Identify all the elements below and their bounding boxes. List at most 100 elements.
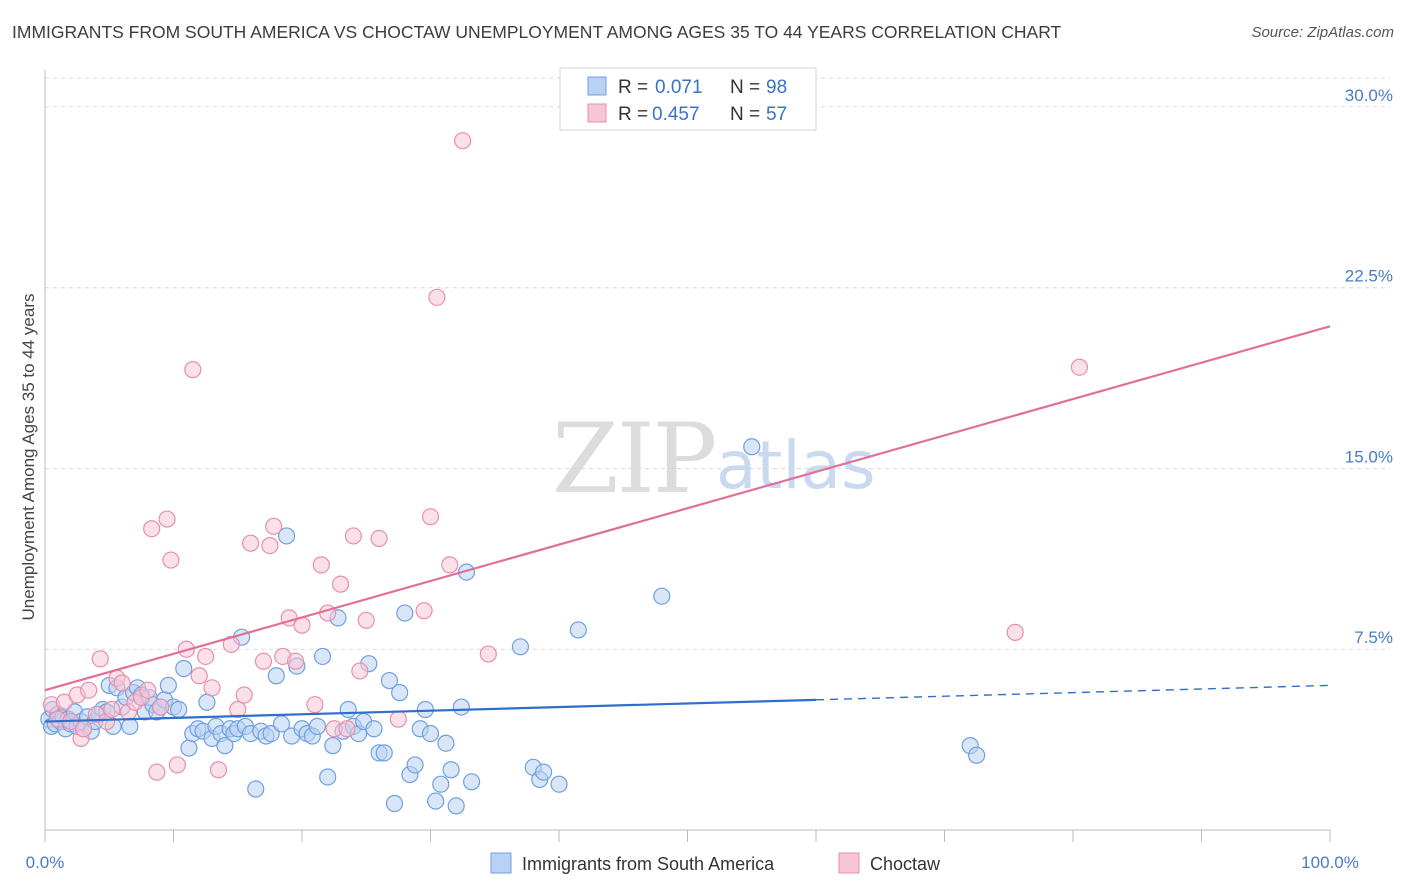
point-immigrants xyxy=(416,700,434,719)
y-axis-title: Unemployment Among Ages 35 to 44 years xyxy=(19,294,38,621)
point-immigrants xyxy=(216,737,234,755)
point-choctaw xyxy=(158,510,176,528)
y-tick-labels: 7.5% 15.0% 22.5% 30.0% xyxy=(1345,86,1393,647)
point-choctaw xyxy=(74,720,93,738)
point-choctaw xyxy=(254,652,273,670)
point-choctaw xyxy=(168,756,186,774)
chart-title: IMMIGRANTS FROM SOUTH AMERICA VS CHOCTAW… xyxy=(12,22,1062,42)
point-choctaw xyxy=(148,763,166,781)
point-choctaw xyxy=(351,662,369,680)
y-tick-label: 30.0% xyxy=(1345,86,1393,105)
point-immigrants xyxy=(308,717,327,735)
point-choctaw xyxy=(152,698,170,716)
point-choctaw xyxy=(229,700,247,719)
point-immigrants xyxy=(175,659,193,678)
point-immigrants xyxy=(180,739,198,757)
point-immigrants xyxy=(247,780,265,798)
trendlines xyxy=(44,325,1331,723)
source-label: Source: ZipAtlas.com xyxy=(1251,24,1394,41)
legend-n-label-2: N = xyxy=(730,104,760,125)
y-tick-label: 15.0% xyxy=(1345,447,1393,466)
point-immigrants xyxy=(277,527,296,545)
legend-swatch-blue xyxy=(587,76,607,96)
legend-r-label-1: R = xyxy=(618,77,648,98)
point-immigrants xyxy=(427,792,445,810)
point-choctaw xyxy=(80,681,98,699)
gridlines xyxy=(45,77,1390,650)
point-immigrants xyxy=(396,604,414,622)
point-immigrants xyxy=(432,775,450,793)
point-choctaw xyxy=(190,667,208,685)
point-choctaw xyxy=(441,556,459,574)
point-immigrants xyxy=(406,756,424,774)
point-immigrants xyxy=(313,647,332,666)
legend-swatch-pink xyxy=(587,103,607,123)
bottom-legend: Immigrants from South America Choctaw xyxy=(490,852,941,874)
trendline-choctaw xyxy=(44,325,1331,692)
y-tick-label: 22.5% xyxy=(1345,267,1393,286)
legend-r-label-2: R = xyxy=(618,104,648,125)
point-choctaw xyxy=(286,652,305,670)
legend-n-value-2: 57 xyxy=(766,104,787,125)
point-immigrants xyxy=(170,700,188,719)
point-immigrants xyxy=(365,720,383,738)
point-immigrants xyxy=(463,773,481,791)
legend-r-value-1: 0.071 xyxy=(655,77,703,98)
legend: R = 0.071 N = 98 R = 0.457 N = 57 xyxy=(559,67,817,131)
point-choctaw xyxy=(370,529,388,547)
trendline-immigrants-extension xyxy=(815,684,1331,701)
bottom-legend-label-immigrants: Immigrants from South America xyxy=(522,854,775,874)
point-choctaw xyxy=(113,674,131,692)
bottom-legend-swatch-choctaw xyxy=(838,852,860,874)
point-immigrants xyxy=(437,734,455,752)
legend-n-label-1: N = xyxy=(730,77,760,98)
bottom-legend-swatch-immigrants xyxy=(490,852,512,874)
point-choctaw xyxy=(242,534,260,552)
point-choctaw xyxy=(261,536,279,555)
point-immigrants xyxy=(550,775,568,793)
point-choctaw xyxy=(209,761,228,779)
point-choctaw xyxy=(139,681,157,699)
point-choctaw xyxy=(306,696,324,714)
point-choctaw xyxy=(331,575,350,593)
point-choctaw xyxy=(235,686,253,704)
point-immigrants xyxy=(324,737,342,755)
point-choctaw xyxy=(184,361,202,379)
point-choctaw xyxy=(357,611,375,629)
point-immigrants xyxy=(121,717,139,735)
point-immigrants xyxy=(968,746,986,764)
point-choctaw xyxy=(143,520,161,538)
point-immigrants xyxy=(391,684,409,702)
point-choctaw xyxy=(1070,358,1089,376)
point-immigrants xyxy=(653,587,671,605)
point-immigrants xyxy=(452,698,470,716)
series-choctaw-points xyxy=(42,132,1089,781)
point-immigrants xyxy=(743,438,761,456)
point-choctaw xyxy=(91,650,109,668)
point-choctaw xyxy=(103,700,121,719)
point-choctaw xyxy=(197,647,215,666)
point-choctaw xyxy=(1006,623,1024,641)
y-tick-label: 7.5% xyxy=(1354,628,1393,647)
bottom-legend-label-choctaw: Choctaw xyxy=(870,854,941,874)
point-choctaw xyxy=(338,720,356,738)
x-tick-label-min: 0.0% xyxy=(26,853,65,872)
point-choctaw xyxy=(421,508,440,526)
point-choctaw xyxy=(162,551,180,569)
point-choctaw xyxy=(479,645,497,663)
point-immigrants xyxy=(339,700,357,719)
point-choctaw xyxy=(428,288,446,306)
point-immigrants xyxy=(319,768,337,786)
x-ticks xyxy=(44,830,1331,842)
point-immigrants xyxy=(534,763,553,781)
point-choctaw xyxy=(265,517,283,535)
watermark-atlas: atlas xyxy=(716,427,876,504)
watermark-zip: ZIP xyxy=(552,403,715,515)
trendline-immigrants xyxy=(44,698,817,723)
point-immigrants xyxy=(511,638,530,656)
point-choctaw xyxy=(203,679,221,697)
x-tick-label-max: 100.0% xyxy=(1301,853,1359,872)
point-immigrants xyxy=(569,621,587,639)
point-immigrants xyxy=(375,744,393,762)
